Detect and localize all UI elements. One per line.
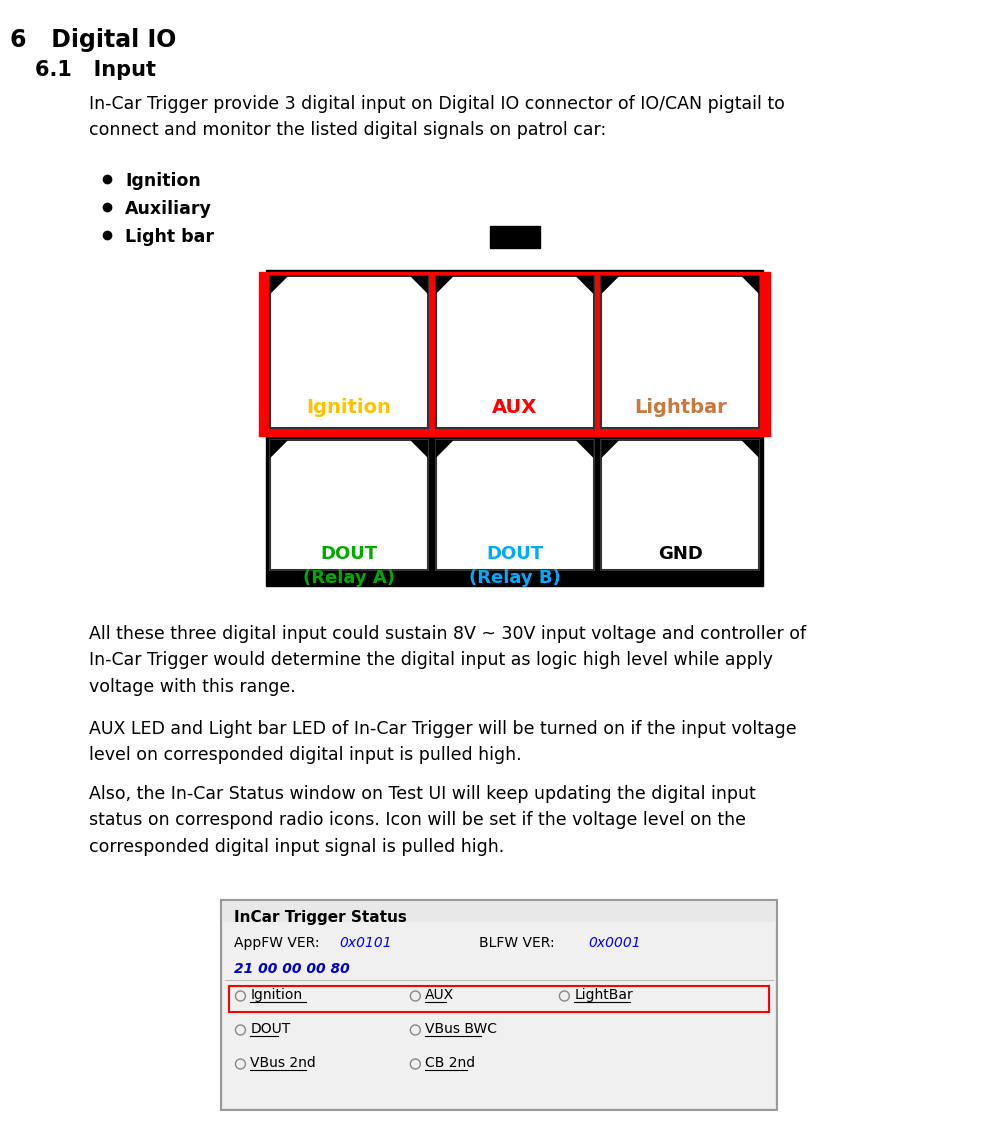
Text: GND: GND [658,545,703,563]
Polygon shape [270,440,288,458]
Text: BLFW VER:: BLFW VER: [479,935,555,950]
Text: CB 2nd: CB 2nd [425,1056,475,1070]
Text: Light bar: Light bar [125,228,214,246]
Bar [436,276,593,428]
Bar [223,922,775,1108]
Text: DOUT
(Relay B): DOUT (Relay B) [469,545,561,586]
Polygon shape [601,276,619,294]
Text: Ignition: Ignition [251,988,302,1002]
Polygon shape [576,440,593,458]
Polygon shape [741,440,759,458]
Bar [601,440,759,570]
Polygon shape [576,276,593,294]
Text: InCar Trigger Status: InCar Trigger Status [235,910,408,925]
Polygon shape [436,440,454,458]
Text: Auxiliary: Auxiliary [125,200,212,218]
Text: Ignition: Ignition [125,172,201,190]
Polygon shape [601,440,619,458]
Text: 6   Digital IO: 6 Digital IO [10,28,176,52]
Text: 21 00 00 00 80: 21 00 00 00 80 [235,962,350,976]
Text: 0x0101: 0x0101 [339,935,393,950]
Text: 6.1   Input: 6.1 Input [35,60,156,80]
Text: In-Car Trigger provide 3 digital input on Digital IO connector of IO/CAN pigtail: In-Car Trigger provide 3 digital input o… [90,95,785,139]
Bar [229,986,769,1012]
Text: 0x0001: 0x0001 [588,935,640,950]
Bar [270,276,428,428]
Text: VBus 2nd: VBus 2nd [251,1056,316,1070]
Bar [489,226,540,248]
Bar [266,270,763,586]
Text: AUX: AUX [492,398,538,417]
Polygon shape [741,276,759,294]
Text: All these three digital input could sustain 8V ~ 30V input voltage and controlle: All these three digital input could sust… [90,626,807,696]
Bar [221,900,777,1110]
Text: VBus BWC: VBus BWC [425,1022,497,1037]
Text: DOUT
(Relay A): DOUT (Relay A) [303,545,395,586]
Bar [260,272,770,436]
Bar [270,440,428,570]
Text: AUX LED and Light bar LED of In-Car Trigger will be turned on if the input volta: AUX LED and Light bar LED of In-Car Trig… [90,720,798,765]
Text: AUX: AUX [425,988,454,1002]
Text: LightBar: LightBar [574,988,633,1002]
Text: Also, the In-Car Status window on Test UI will keep updating the digital input
s: Also, the In-Car Status window on Test U… [90,785,756,856]
Text: Lightbar: Lightbar [633,398,727,417]
Text: DOUT: DOUT [251,1022,291,1037]
Polygon shape [410,440,428,458]
Polygon shape [436,276,454,294]
Bar [601,276,759,428]
Polygon shape [270,276,288,294]
Polygon shape [410,276,428,294]
Bar [436,440,593,570]
Text: AppFW VER:: AppFW VER: [235,935,320,950]
Text: Ignition: Ignition [307,398,392,417]
